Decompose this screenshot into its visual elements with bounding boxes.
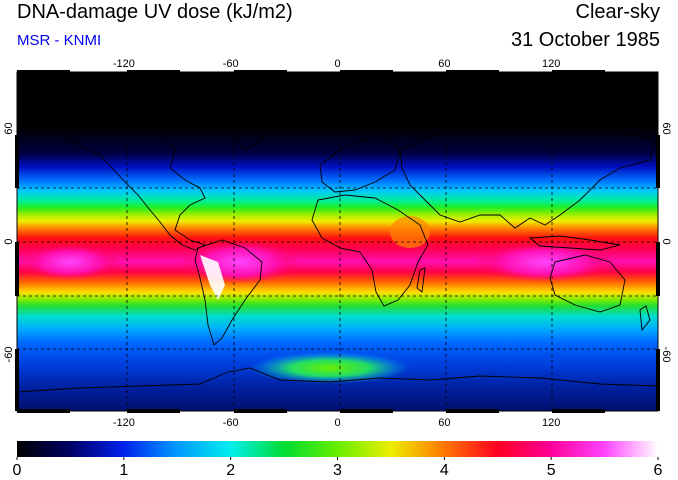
colorbar-tick-label: 1 xyxy=(119,462,128,479)
lon-tick-label-top: -120 xyxy=(113,58,135,70)
colorbar-labels: 0 1 2 3 4 5 6 xyxy=(13,457,663,479)
colorbar-tick-label: 6 xyxy=(654,462,663,479)
colorbar-tick-label: 5 xyxy=(547,462,556,479)
lon-tick-label-top: 0 xyxy=(334,58,340,70)
map-frame xyxy=(15,70,660,413)
lon-tick-label-top: -60 xyxy=(223,58,239,70)
lon-labels-bottom: -120 -60 0 60 120 xyxy=(113,417,561,429)
colorbar-tick-label: 4 xyxy=(440,462,449,479)
lon-tick-label-top: 60 xyxy=(438,58,450,70)
coast-indonesia xyxy=(528,235,621,251)
graticule xyxy=(17,72,658,411)
coast-greenland xyxy=(229,103,276,151)
coast-asia xyxy=(399,124,656,229)
lat-tick-label-left: 0 xyxy=(3,238,15,244)
coast-australia xyxy=(549,254,626,313)
lon-tick-label-bottom: 0 xyxy=(334,417,340,429)
lat-labels-left: 60 0 -60 xyxy=(3,122,15,362)
lat-tick-label-left: 60 xyxy=(3,122,15,134)
uv-max-pacific xyxy=(20,244,120,280)
lon-labels-top: -120 -60 0 60 120 xyxy=(113,58,561,70)
coast-new-zealand xyxy=(639,305,651,332)
lat-labels-right: 60 0 -60 xyxy=(660,122,672,362)
colorbar: 0 1 2 3 4 5 6 xyxy=(13,441,663,479)
lon-tick-label-bottom: -60 xyxy=(223,417,239,429)
date-label: 31 October 1985 xyxy=(511,29,660,51)
uv-max-indonesia xyxy=(475,242,615,282)
uv-east-africa xyxy=(390,216,430,248)
uv-field xyxy=(17,72,658,411)
lon-tick-label-bottom: 60 xyxy=(438,417,450,429)
lat-tick-label-right: 0 xyxy=(660,238,672,244)
lat-tick-label-right: 60 xyxy=(660,122,672,134)
credit-label: MSR - KNMI xyxy=(17,32,102,49)
coast-africa xyxy=(311,194,429,307)
lon-tick-label-top: 120 xyxy=(542,58,560,70)
coast-north-america xyxy=(59,117,207,251)
colorbar-tick-label: 0 xyxy=(13,462,22,479)
colorbar-tick-label: 3 xyxy=(333,462,342,479)
lat-tick-label-right: -60 xyxy=(660,347,672,363)
map-title: DNA-damage UV dose (kJ/m2) xyxy=(17,1,293,23)
sky-condition-label: Clear-sky xyxy=(575,1,660,23)
coast-antarctica xyxy=(17,367,658,393)
colorbar-gradient xyxy=(17,441,658,457)
lon-tick-label-bottom: -120 xyxy=(113,417,135,429)
lat-tick-label-left: -60 xyxy=(3,347,15,363)
colorbar-tick-label: 2 xyxy=(226,462,235,479)
uv-antarctic-high xyxy=(250,352,410,384)
uv-andes-peak xyxy=(200,255,225,300)
coastlines xyxy=(17,103,658,393)
coast-south-america xyxy=(194,239,263,346)
coast-madagascar xyxy=(416,267,426,293)
coast-europe xyxy=(319,134,401,193)
lon-tick-label-bottom: 120 xyxy=(542,417,560,429)
